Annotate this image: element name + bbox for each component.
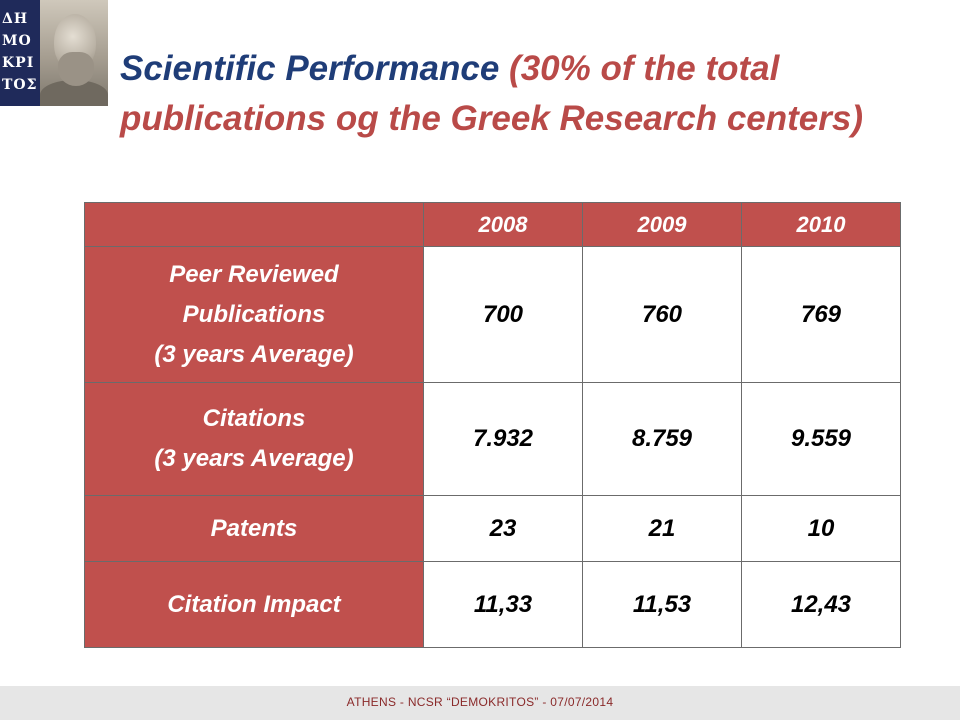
table-cell: 7.932 [423, 382, 583, 496]
demokritos-logo: ΔΗ ΜΟ ΚΡΙ ΤΟΣ [0, 0, 108, 106]
footer-text: ATHENS - NCSR “DEMOKRITOS” - 07/07/2014 [346, 695, 614, 709]
table-cell: 700 [423, 246, 583, 383]
table-row: Citation Impact 11,33 11,53 12,43 [84, 561, 901, 648]
table-cell: 11,33 [423, 561, 583, 648]
table-row: Peer Reviewed Publications (3 years Aver… [84, 246, 901, 383]
row-label-line: Peer Reviewed [169, 260, 339, 288]
header-cell-2010: 2010 [741, 202, 901, 247]
header-cell-empty [84, 202, 424, 247]
table-cell: 23 [423, 495, 583, 562]
table-cell: 10 [741, 495, 901, 562]
table-row: Patents 23 21 10 [84, 495, 901, 562]
row-label-line: Publications [182, 300, 326, 328]
table-row: Citations (3 years Average) 7.932 8.759 … [84, 382, 901, 496]
table-header-row: 2008 2009 2010 [84, 202, 901, 247]
logo-letters-line: ΚΡΙ [2, 55, 35, 71]
table-cell: 760 [582, 246, 742, 383]
table-cell: 12,43 [741, 561, 901, 648]
row-label-line: Citation Impact [167, 590, 341, 618]
row-label-line: (3 years Average) [154, 445, 354, 472]
title-sub-second: publications og the Greek Research cente… [120, 99, 864, 138]
table-cell: 8.759 [582, 382, 742, 496]
row-label-line: (3 years Average) [154, 340, 354, 368]
table-cell: 9.559 [741, 382, 901, 496]
row-label-citations: Citations (3 years Average) [84, 382, 424, 496]
row-label-citation-impact: Citation Impact [84, 561, 424, 648]
slide-title: Scientific Performance (30% of the total… [120, 44, 940, 144]
logo-letters-line: ΔΗ [2, 11, 29, 27]
title-sub-first: (30% of the total [509, 49, 780, 88]
bust-portrait-image [40, 0, 108, 106]
slide-footer: ATHENS - NCSR “DEMOKRITOS” - 07/07/2014 [0, 686, 960, 720]
header-cell-2009: 2009 [582, 202, 742, 247]
table-cell: 769 [741, 246, 901, 383]
row-label-peer-reviewed: Peer Reviewed Publications (3 years Aver… [84, 246, 424, 383]
row-label-line: Patents [210, 514, 298, 542]
row-label-line: Citations [202, 405, 306, 432]
row-label-patents: Patents [84, 495, 424, 562]
table-cell: 21 [582, 495, 742, 562]
logo-letters-line: ΤΟΣ [2, 77, 38, 93]
header-cell-2008: 2008 [423, 202, 583, 247]
title-main: Scientific Performance [120, 49, 500, 88]
logo-letters-line: ΜΟ [2, 33, 32, 49]
table-cell: 11,53 [582, 561, 742, 648]
logo-letters: ΔΗ ΜΟ ΚΡΙ ΤΟΣ [2, 8, 42, 96]
performance-table: 2008 2009 2010 Peer Reviewed Publication… [84, 202, 901, 648]
